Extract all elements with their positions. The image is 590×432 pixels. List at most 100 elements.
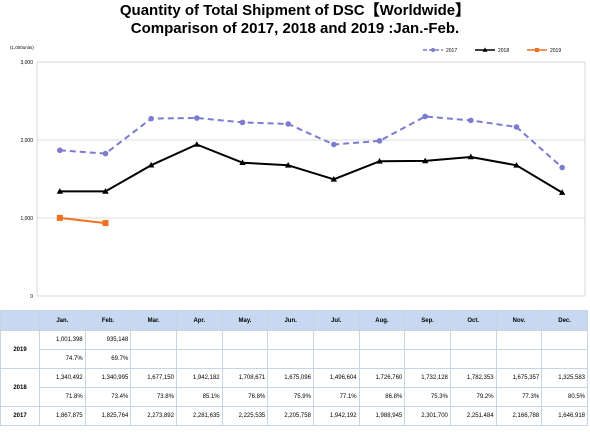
- shipment-value-cell: 1,825,764: [84, 406, 132, 426]
- percent-cell: [267, 349, 314, 369]
- data-point-2018: [330, 175, 338, 182]
- data-point-2017: [376, 138, 383, 144]
- shipment-value-cell: 2,205,758: [267, 406, 314, 426]
- percent-cell: 73.4%: [84, 387, 132, 407]
- data-point-2018: [467, 153, 475, 160]
- shipment-value-cell: 2,301,700: [404, 406, 451, 426]
- data-point-2019: [56, 214, 63, 221]
- table-row: 2018 1,340,492 1,340,995 1,677,150 1,942,182…: [0, 368, 588, 407]
- percent-cell: 73.8%: [130, 387, 177, 407]
- y-tick-label: 1,000: [20, 216, 33, 222]
- legend-marker-2019: [535, 48, 539, 52]
- month-header: Nov.: [495, 310, 543, 331]
- table-corner-cell: [0, 310, 40, 331]
- percent-cell: 79.2%: [449, 387, 497, 407]
- data-point-2018: [558, 189, 566, 195]
- month-header: Feb.: [84, 310, 132, 331]
- legend-label-2019: 2019: [550, 48, 561, 54]
- y-tick-label: 3,000: [20, 60, 33, 66]
- shipment-value-cell: 1,646,918: [541, 406, 588, 426]
- percent-cell: 76.8%: [221, 387, 269, 407]
- table-row: 2017 1,867,875 1,825,764 2,273,892 2,281,635…: [0, 406, 588, 426]
- shipment-value-cell: [358, 330, 406, 350]
- percent-cell: [175, 349, 223, 369]
- month-header: Sep.: [404, 310, 451, 331]
- data-point-2017: [559, 164, 565, 171]
- year-label: 2017: [0, 406, 40, 426]
- series-line-2018: [59, 143, 563, 194]
- shipment-value-cell: 1,340,492: [39, 368, 86, 388]
- data-point-2018: [239, 159, 246, 166]
- percent-cell: 77.3%: [495, 387, 543, 407]
- data-point-2017: [239, 119, 246, 126]
- table-header-row: Jan. Feb. Mar. Apr. May. Jun. Jul. Aug. Sep. Oct.…: [0, 310, 588, 331]
- month-header: Jul.: [312, 310, 360, 331]
- shipment-value-cell: 1,325,583: [541, 368, 588, 388]
- month-header: Mar.: [130, 310, 177, 331]
- percent-cell: [404, 349, 451, 369]
- percent-cell: 75.9%: [267, 387, 314, 407]
- data-point-2018: [102, 188, 109, 194]
- shipment-value-cell: 935,148: [84, 330, 132, 350]
- month-header: Jun.: [267, 310, 314, 331]
- data-point-2017: [422, 113, 428, 120]
- percent-cell: 71.8%: [39, 387, 86, 407]
- data-point-2017: [102, 150, 109, 157]
- data-point-2019: [102, 220, 109, 227]
- legend-label-2018: 2018: [498, 48, 509, 54]
- month-header: Apr.: [175, 310, 223, 331]
- legend-marker-2017: [431, 48, 435, 52]
- percent-cell: 86.8%: [358, 387, 406, 407]
- table-row-percent: 74.7% 69.7%: [1, 349, 588, 369]
- shipment-value-cell: [312, 330, 360, 350]
- shipment-value-cell: [449, 330, 497, 350]
- year-label: 2018: [0, 368, 40, 407]
- data-point-2017: [513, 124, 520, 130]
- month-header: Dec.: [541, 310, 588, 331]
- unit-label: (1,000units): [10, 45, 34, 50]
- data-point-2017: [285, 121, 291, 127]
- shipment-value-cell: [175, 330, 223, 350]
- data-point-2018: [513, 162, 520, 168]
- percent-cell: 80.5%: [541, 387, 588, 407]
- shipment-value-cell: 1,677,150: [130, 368, 177, 388]
- shipment-value-cell: 1,782,353: [449, 368, 497, 388]
- shipment-value-cell: 1,942,182: [175, 368, 223, 388]
- percent-cell: [358, 349, 406, 369]
- shipment-value-cell: 2,251,484: [449, 406, 497, 426]
- data-table: Jan. Feb. Mar. Apr. May. Jun. Jul. Aug. Sep. Oct.…: [0, 310, 588, 426]
- y-tick-label: 2,000: [20, 138, 33, 144]
- data-point-2017: [57, 147, 63, 154]
- percent-cell: [449, 349, 497, 369]
- shipment-value-cell: 1,675,357: [495, 368, 543, 388]
- percent-cell: [221, 349, 269, 369]
- data-point-2017: [194, 115, 200, 121]
- data-point-2017: [468, 117, 474, 124]
- month-header: Aug.: [358, 310, 406, 331]
- data-point-2018: [147, 161, 155, 168]
- percent-cell: [312, 349, 360, 369]
- shipment-value-cell: 1,988,945: [358, 406, 406, 426]
- shipment-value-cell: 1,732,128: [404, 368, 451, 388]
- chart-title-line-1: Quantity of Total Shipment of DSC【Worldw…: [119, 2, 471, 19]
- shipment-value-cell: 1,708,671: [221, 368, 269, 388]
- table-row: 2019 1,001,398 935,148: [0, 330, 588, 369]
- data-point-2018: [284, 162, 292, 168]
- percent-cell: [541, 349, 588, 369]
- year-label: 2019: [0, 330, 40, 369]
- shipment-value-cell: [267, 330, 314, 350]
- data-point-2018: [56, 188, 64, 194]
- line-chart: 0 1,000 2,000 3,000 (1,000units) 2017 2018 2019: [10, 45, 586, 300]
- shipment-value-cell: 1,726,760: [358, 368, 406, 388]
- plot-area: [36, 61, 586, 297]
- percent-cell: [130, 349, 177, 369]
- legend-label-2017: 2017: [446, 48, 457, 54]
- data-point-2017: [331, 141, 337, 148]
- data-point-2018: [193, 141, 201, 147]
- data-point-2017: [148, 115, 154, 122]
- shipment-value-cell: 1,942,192: [312, 406, 360, 426]
- shipment-value-cell: [495, 330, 543, 350]
- shipment-value-cell: 1,675,096: [267, 368, 314, 388]
- percent-cell: 74.7%: [39, 349, 86, 369]
- shipment-value-cell: 1,867,875: [39, 406, 86, 426]
